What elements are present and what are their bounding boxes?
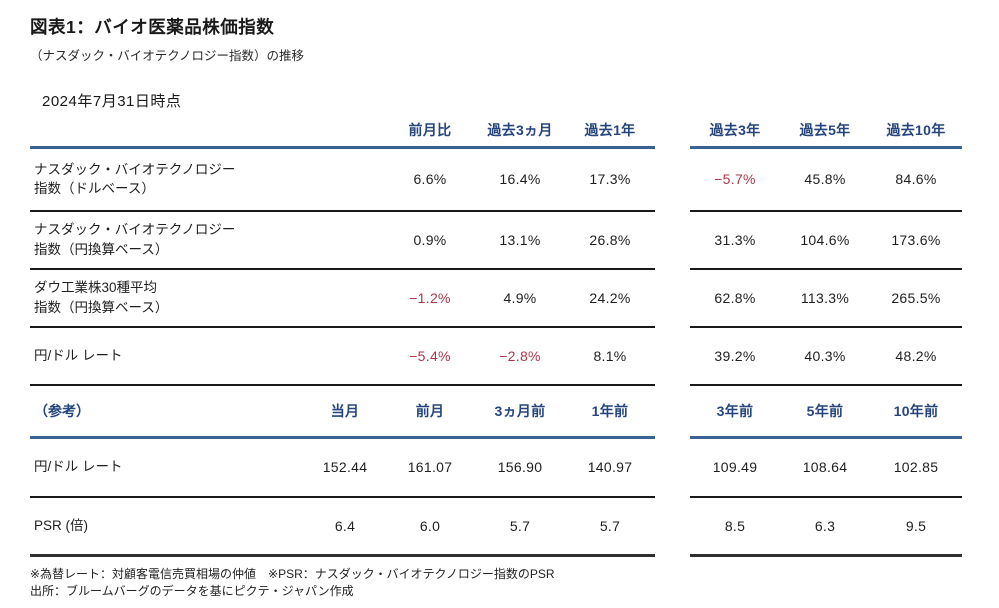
value-cell: 84.6% [870,147,962,212]
column-gap [655,147,690,211]
row-label: PSR (倍) [30,497,305,557]
period-header-row: 前月比 過去3ヵ月 過去1年 過去3年 過去5年 過去10年 [30,118,962,149]
col-header-current-month: 当月 [305,385,385,439]
value-cell: 102.85 [870,437,962,498]
row-label: 円/ドル レート [30,327,385,386]
header-spacer [30,118,385,149]
value-cell: 17.3% [565,147,655,212]
value-cell: 4.9% [475,269,565,328]
value-cell: 8.5 [690,497,780,557]
col-header-3y-ago: 3年前 [690,385,780,439]
value-cell: 104.6% [780,211,870,270]
col-header-mom: 前月比 [385,118,475,149]
row-label-line2: 指数（円換算ベース） [34,242,169,257]
footnote-line2: 出所：ブルームバーグのデータを基にピクテ・ジャパン作成 [30,583,354,598]
col-header-1y-ago: 1年前 [565,385,655,439]
row-label: ダウ工業株30種平均 指数（円換算ベース） [30,269,385,328]
col-header-3m-ago: 3ヵ月前 [475,385,565,439]
reference-section-label: （参考） [30,385,305,439]
value-cell: 113.3% [780,269,870,328]
reference-header-row: （参考） 当月 前月 3ヵ月前 1年前 3年前 5年前 10年前 [30,385,962,439]
index-row-usdjpy-rate: 円/ドル レート −5.4% −2.8% 8.1% 39.2% 40.3% 48… [30,327,962,386]
figure-title: 図表1：バイオ医薬品株価指数 [30,17,275,37]
value-cell: −1.2% [385,269,475,328]
value-cell: 6.3 [780,497,870,557]
column-gap [655,269,690,327]
column-gap [655,327,690,385]
footnote-line1: ※為替レート：対顧客電信売買相場の仲値 ※PSR：ナスダック・バイオテクノロジー… [30,566,555,581]
index-row-nbi-usd: ナスダック・バイオテクノロジー 指数（ドルベース） 6.6% 16.4% 17.… [30,147,962,212]
column-gap [655,497,690,555]
column-gap [655,437,690,497]
reference-row-usdjpy-rate: 円/ドル レート 152.44 161.07 156.90 140.97 109… [30,437,962,498]
column-gap [655,385,690,437]
value-cell: 24.2% [565,269,655,328]
figure-subtitle: （ナスダック・バイオテクノロジー指数）の推移 [30,49,305,63]
row-label-line1: ナスダック・バイオテクノロジー [34,222,236,238]
value-cell: 6.0 [385,497,475,557]
column-gap [655,211,690,269]
col-header-3m: 過去3ヵ月 [475,118,565,149]
as-of-date: 2024年7月31日時点 [42,93,182,110]
column-gap [655,118,690,147]
value-cell: 108.64 [780,437,870,498]
row-label-line1: ナスダック・バイオテクノロジー [34,161,236,177]
value-cell: 156.90 [475,437,565,498]
value-cell: 62.8% [690,269,780,328]
value-cell: 109.49 [690,437,780,498]
value-cell: 31.3% [690,211,780,270]
value-cell: 39.2% [690,327,780,386]
value-cell: 6.4 [305,497,385,557]
row-label: ナスダック・バイオテクノロジー 指数（ドルベース） [30,147,385,212]
reference-row-psr: PSR (倍) 6.4 6.0 5.7 5.7 8.5 6.3 9.5 [30,497,962,557]
value-cell: 140.97 [565,437,655,498]
value-cell: 5.7 [565,497,655,557]
value-cell: 26.8% [565,211,655,270]
row-label-line2: 指数（ドルベース） [34,181,155,197]
value-cell: 265.5% [870,269,962,328]
value-cell: 13.1% [475,211,565,270]
row-label: 円/ドル レート [30,437,305,498]
col-header-10y-ago: 10年前 [870,385,962,439]
value-cell: 173.6% [870,211,962,270]
value-cell: −5.7% [690,147,780,212]
index-row-dow-jpy: ダウ工業株30種平均 指数（円換算ベース） −1.2% 4.9% 24.2% 6… [30,269,962,328]
col-header-3y: 過去3年 [690,118,780,149]
col-header-5y: 過去5年 [780,118,870,149]
row-label-line2: 指数（円換算ベース） [34,300,169,315]
performance-table: 前月比 過去3ヵ月 過去1年 過去3年 過去5年 過去10年 ナスダック・バイオ… [30,118,962,557]
value-cell: 6.6% [385,147,475,212]
value-cell: 8.1% [565,327,655,386]
row-label-line1: ダウ工業株30種平均 [34,280,158,296]
value-cell: 48.2% [870,327,962,386]
index-row-nbi-jpy: ナスダック・バイオテクノロジー 指数（円換算ベース） 0.9% 13.1% 26… [30,211,962,270]
col-header-prev-month: 前月 [385,385,475,439]
footnotes: ※為替レート：対顧客電信売買相場の仲値 ※PSR：ナスダック・バイオテクノロジー… [30,566,999,600]
value-cell: 9.5 [870,497,962,557]
col-header-5y-ago: 5年前 [780,385,870,439]
value-cell: 5.7 [475,497,565,557]
value-cell: −2.8% [475,327,565,386]
value-cell: 161.07 [385,437,475,498]
col-header-10y: 過去10年 [870,118,962,149]
col-header-1y: 過去1年 [565,118,655,149]
row-label-line1: 円/ドル レート [34,348,123,364]
value-cell: 0.9% [385,211,475,270]
value-cell: 40.3% [780,327,870,386]
row-label: ナスダック・バイオテクノロジー 指数（円換算ベース） [30,211,385,270]
value-cell: 45.8% [780,147,870,212]
value-cell: 152.44 [305,437,385,498]
value-cell: −5.4% [385,327,475,386]
value-cell: 16.4% [475,147,565,212]
